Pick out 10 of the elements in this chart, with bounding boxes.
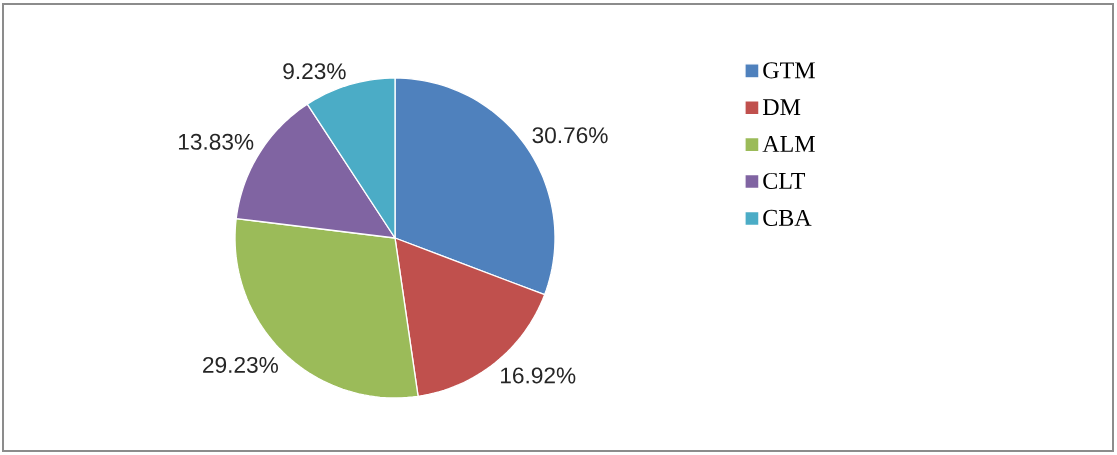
- legend-label: ALM: [762, 135, 815, 152]
- data-label: 9.23%: [283, 63, 346, 80]
- legend-label: DM: [762, 99, 801, 115]
- data-label: 16.92%: [501, 367, 576, 384]
- data-label: 13.83%: [178, 133, 254, 150]
- legend-label: CLT: [763, 172, 806, 190]
- legend-label: GTM: [763, 62, 815, 79]
- legend-label: CBA: [763, 209, 812, 226]
- data-label: 30.76%: [532, 127, 608, 144]
- data-label: 29.23%: [203, 356, 278, 373]
